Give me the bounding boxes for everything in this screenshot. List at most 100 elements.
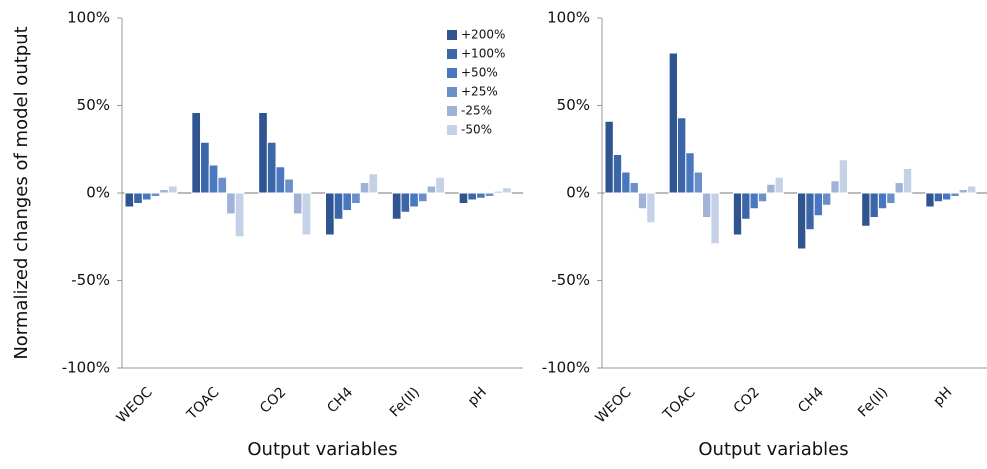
bar (133, 192, 143, 204)
bar (301, 192, 312, 236)
bar (797, 192, 807, 250)
bar (894, 182, 904, 194)
legend-swatch (447, 125, 457, 135)
y-tick-label: 50% (77, 96, 110, 114)
bar (668, 52, 679, 194)
legend-swatch (447, 30, 457, 40)
bar (435, 176, 445, 194)
bar (813, 192, 824, 217)
x-tick-label: Fe(II) (387, 384, 423, 420)
bar (629, 182, 639, 194)
bar (342, 192, 353, 211)
bar (200, 141, 210, 194)
bar (612, 154, 623, 194)
legend-label: +200% (461, 28, 505, 42)
x-tick-label: CO2 (257, 384, 289, 416)
bar (292, 192, 303, 215)
x-tick-label: Fe(II) (855, 384, 891, 420)
y-tick-label: -100% (62, 359, 110, 377)
x-tick-label: pH (930, 384, 955, 409)
bar (217, 176, 228, 194)
bar (749, 192, 759, 210)
legend-label: +50% (461, 66, 498, 80)
legend-label: -50% (461, 123, 492, 137)
panel: -100% -50% 0% 50% 100% WEOC TOAC CO2 CH4 Fe(II) pH… (11, 9, 523, 460)
y-tick-label: -50% (71, 271, 110, 289)
bar (805, 192, 815, 231)
legend-label: +25% (461, 85, 498, 99)
bar (886, 192, 896, 204)
bar (409, 192, 419, 208)
bar (258, 112, 268, 194)
legend-swatch (447, 68, 457, 78)
x-tick-label: CH4 (795, 384, 827, 416)
bar (226, 192, 236, 215)
bar (467, 192, 478, 201)
bar (502, 187, 512, 194)
bar (877, 192, 888, 210)
y-tick-label: 100% (67, 9, 110, 27)
bar (458, 192, 469, 204)
bar (958, 189, 969, 194)
y-tick-label: -50% (551, 271, 590, 289)
bar (141, 192, 152, 201)
y-tick-label: 0% (86, 184, 110, 202)
bar (838, 159, 849, 194)
bar (902, 168, 913, 194)
bar (685, 152, 695, 194)
bar (933, 192, 944, 203)
legend-swatch (447, 106, 457, 116)
bar (191, 112, 202, 194)
x-tick-label: TOAC (183, 384, 222, 423)
x-tick-label: TOAC (660, 384, 699, 423)
bar (604, 120, 614, 194)
legend-swatch (447, 87, 457, 97)
bar (426, 185, 437, 194)
bar (710, 192, 720, 245)
bar (400, 192, 411, 213)
bar (284, 178, 294, 194)
bar (351, 192, 361, 204)
x-tick-label: CO2 (731, 384, 763, 416)
bar (757, 192, 768, 203)
panel: -100% -50% 0% 50% 100% WEOC TOAC CO2 CH4 Fe(II) pH… (542, 9, 987, 460)
bar (646, 192, 656, 224)
bar (208, 164, 219, 194)
bar (325, 192, 335, 236)
bar (150, 192, 161, 197)
bar (766, 183, 776, 194)
bar (869, 192, 879, 218)
x-tick-label: pH (465, 384, 490, 409)
bar (830, 180, 840, 194)
y-axis-title: Normalized changes of model output (11, 26, 32, 359)
bar (391, 192, 402, 220)
bar (368, 173, 379, 194)
bar (732, 192, 743, 236)
bar (124, 192, 135, 208)
bar (159, 189, 169, 194)
legend-label: +100% (461, 47, 505, 61)
x-axis-title: Output variables (698, 439, 848, 460)
bar (333, 192, 344, 220)
bar (942, 192, 952, 201)
bar (967, 185, 977, 194)
y-tick-label: -100% (542, 359, 590, 377)
bar (493, 190, 504, 194)
y-tick-label: 50% (557, 96, 590, 114)
bar (637, 192, 648, 210)
bar (693, 171, 704, 194)
x-tick-label: WEOC (593, 384, 635, 426)
bar (822, 192, 832, 206)
bar (417, 192, 428, 203)
y-tick-label: 0% (566, 184, 590, 202)
legend-swatch (447, 49, 457, 59)
x-tick-label: WEOC (114, 384, 156, 426)
bar (950, 192, 960, 197)
bar (774, 176, 784, 194)
bar (266, 141, 277, 194)
bar (167, 185, 178, 194)
bar (359, 182, 370, 194)
x-axis-title: Output variables (247, 439, 397, 460)
legend-label: -25% (461, 104, 492, 118)
